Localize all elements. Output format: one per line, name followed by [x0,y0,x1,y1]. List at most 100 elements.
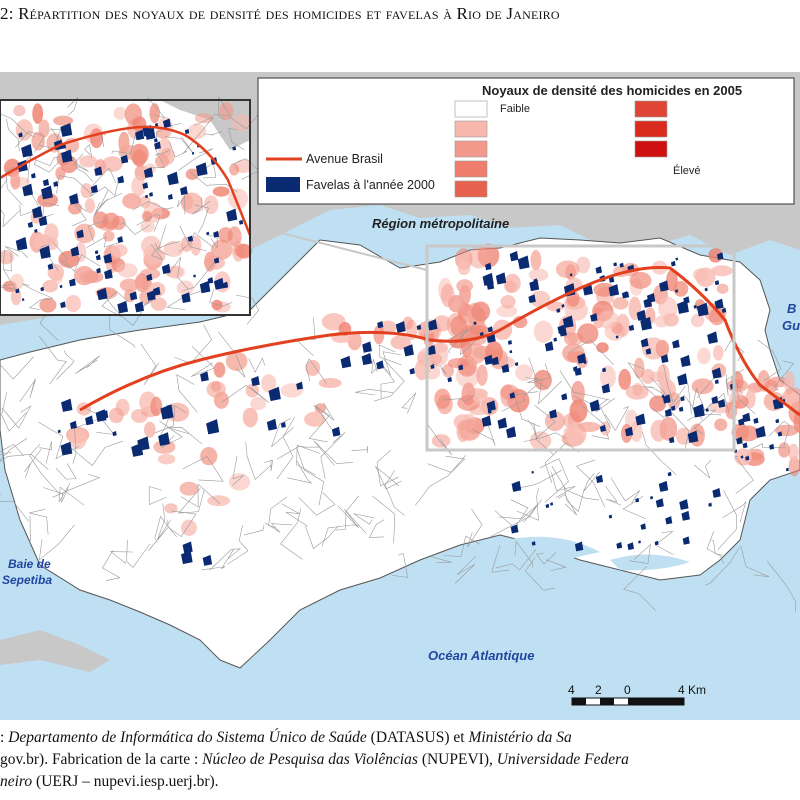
homicide-kernel [79,155,98,168]
homicide-kernel [204,251,216,272]
boundary-line [166,290,202,310]
favela-patch [135,129,145,141]
homicide-kernel [51,269,63,285]
favela-patch [693,304,697,309]
favela-patch [213,277,225,290]
favela-patch [268,386,281,402]
boundary-line [83,407,115,435]
boundary-line [747,443,786,451]
homicide-kernel [530,250,542,271]
favela-patch [559,327,567,337]
homicide-kernel [13,105,26,117]
homicide-kernel [477,243,500,268]
boundary-line [622,495,647,520]
favela-patch [740,455,744,459]
homicide-kernel [101,156,123,172]
boundary-line [501,384,538,412]
boundary-line [378,344,402,366]
boundary-line [490,499,542,537]
homicide-kernel [149,103,160,124]
favela-patch [195,162,208,177]
favela-patch [654,540,659,546]
coastal-lagoon [460,536,600,575]
favela-patch [96,267,101,274]
favela-patch [213,230,220,238]
homicide-kernel [140,221,155,233]
boundary-line [180,483,221,508]
homicide-kernel [15,119,33,141]
homicide-kernel [500,295,516,309]
favela-patch [40,286,45,292]
homicide-kernel [160,148,175,165]
boundary-line [72,200,87,227]
boundary-line [368,519,385,538]
homicide-kernel [457,260,471,276]
legend-high-label: Élevé [673,164,701,177]
homicide-kernel [713,345,724,361]
favela-patch [616,541,623,549]
favela-patch [296,381,304,390]
boundary-line [524,557,555,591]
homicide-kernel [89,128,104,149]
boundary-line [604,406,630,431]
boundary-line [182,456,224,482]
favela-patch [646,293,656,303]
boundary-line [415,455,466,506]
favela-patch [556,308,561,313]
legend: Noyaux de densité des homicides en 2005 … [257,77,795,205]
boundary-line [472,422,496,446]
favela-patch [376,360,384,370]
boundary-line [298,492,336,516]
boundary-line [427,455,466,473]
favela-patch [34,228,38,233]
homicide-kernel [32,103,44,124]
favela-patch [152,286,161,296]
favela-patch [506,426,517,439]
favela-patch [53,180,59,187]
homicide-kernel [164,503,178,514]
boundary-line [209,548,241,571]
boundary-line [401,392,417,414]
homicide-kernel [630,421,643,442]
homicide-kernel [42,279,58,293]
favela-patch [47,263,54,270]
homicide-kernel [347,331,362,351]
boundary-line [157,503,171,541]
homicide-kernel [117,263,138,278]
boundary-line [0,443,24,457]
boundary-line [109,551,133,564]
favela-patch [146,273,153,281]
homicide-kernel [577,421,601,432]
favela-patch [645,348,652,355]
boundary-line [29,508,49,535]
scale-tick-2: 2 [595,683,602,697]
boundary-line [29,443,60,494]
boundary-line [523,432,567,442]
favela-patch [675,257,679,261]
favela-patch [153,138,158,143]
homicide-kernel [233,244,251,258]
boundary-line [169,141,187,158]
boundary-line [87,219,108,242]
homicide-kernel [577,323,599,344]
favela-patch [595,474,604,484]
boundary-line [213,112,260,130]
favela-patch [187,235,194,242]
favela-patch [659,280,669,292]
favela-patch [670,260,676,267]
homicide-kernel [458,419,481,441]
scale-tick-4km: 4 Km [678,683,706,697]
homicide-kernel [235,243,253,259]
boundary-line [58,483,85,506]
favela-patch [15,236,28,251]
boundary-line [126,539,151,568]
boundary-line [705,547,740,586]
boundary-line [22,283,53,299]
boundary-line [499,504,538,523]
boundary-line [651,364,674,402]
boundary-line [583,471,601,492]
favela-patch [670,405,676,411]
boundary-line [204,131,223,136]
favela-patch [179,186,188,196]
boundary-line [33,155,65,173]
